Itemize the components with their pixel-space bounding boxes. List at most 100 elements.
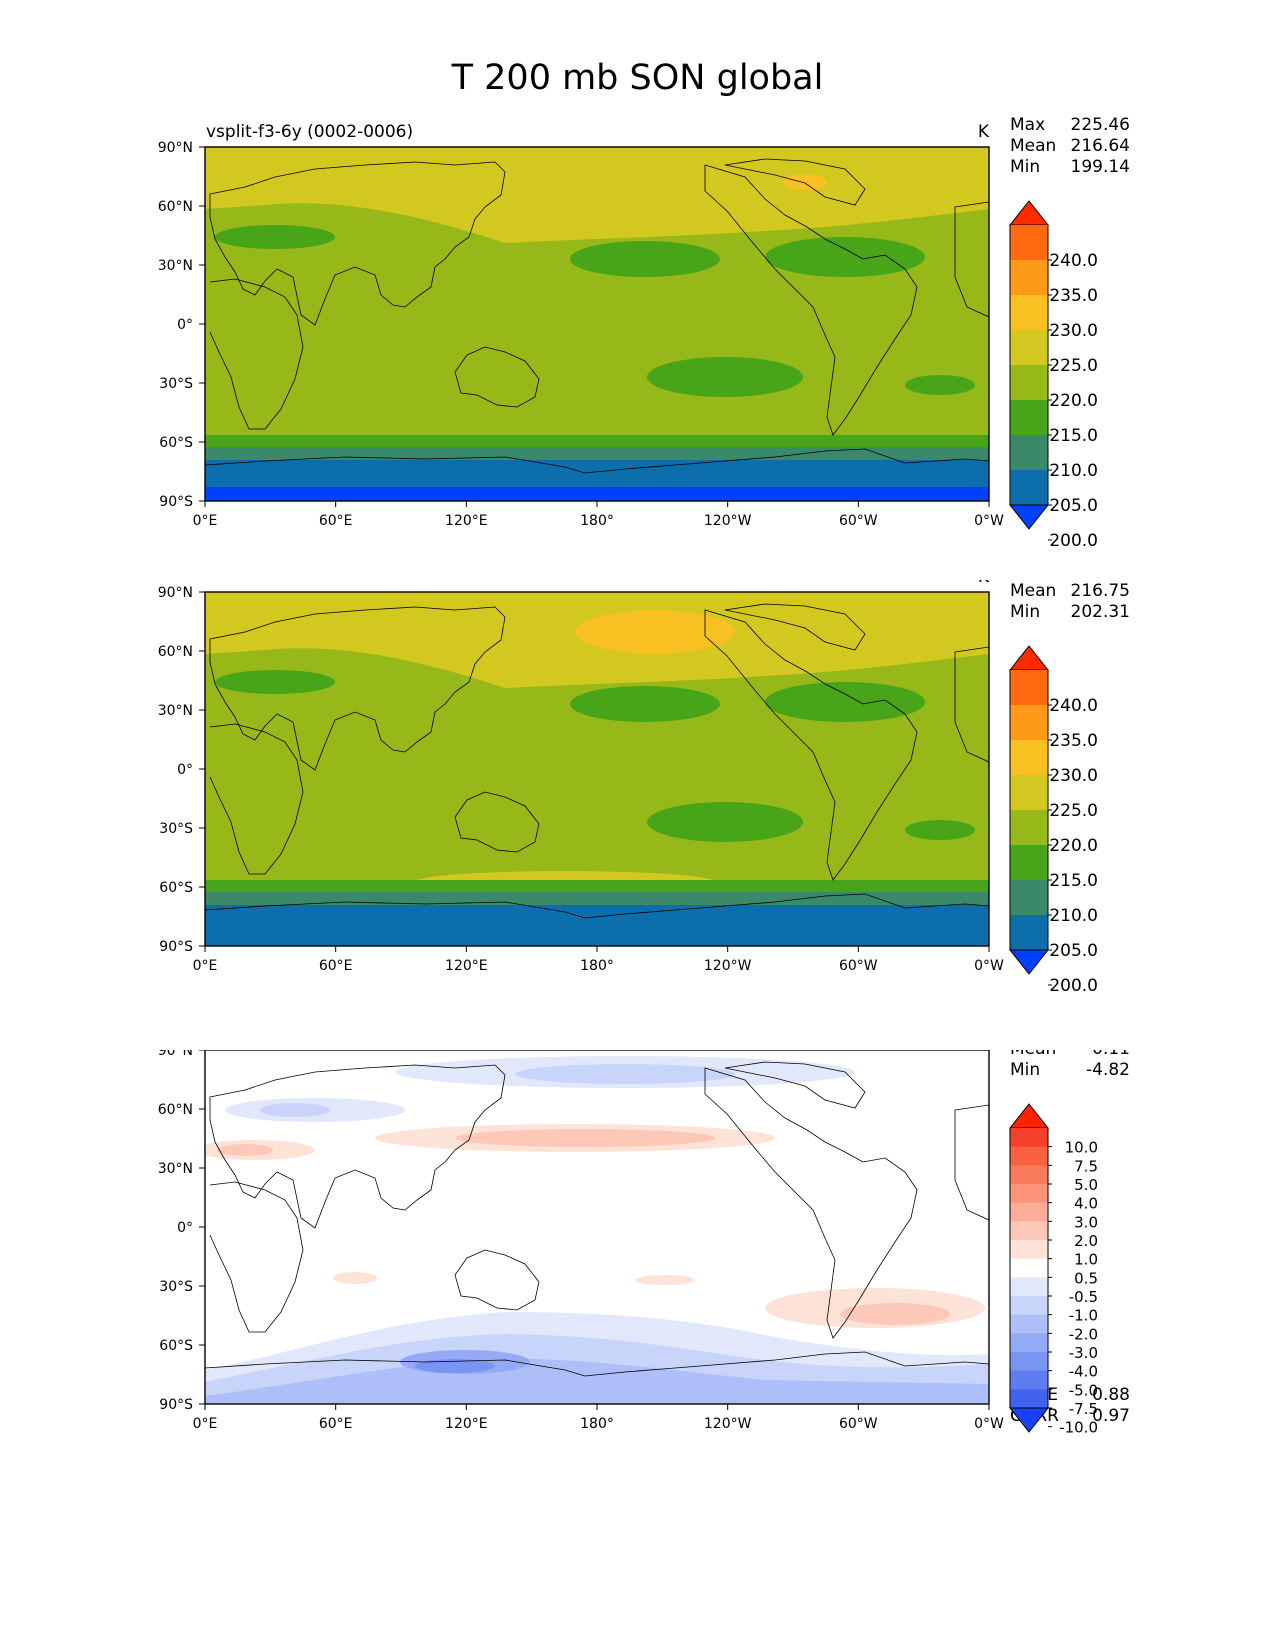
- colorbar-swatch: [1010, 225, 1048, 261]
- y-tick-label: 90°S: [159, 494, 193, 510]
- field-lobe: [765, 237, 925, 277]
- y-tick-label: 0°: [177, 1220, 193, 1236]
- diff-patch-negative: [260, 1103, 330, 1117]
- colorbar-swatch: [1010, 1333, 1048, 1353]
- x-tick-label: 120°W: [704, 1416, 752, 1432]
- colorbar-label: 4.0: [1074, 1195, 1098, 1213]
- colorbar-swatch: [1010, 470, 1048, 506]
- y-tick-label: 60°N: [158, 199, 193, 215]
- y-tick-label: 30°S: [159, 1279, 193, 1295]
- coastline: [205, 448, 989, 474]
- x-tick-label: 60°W: [839, 1416, 878, 1432]
- field-lobe: [905, 820, 975, 840]
- colorbar-swatch: [1010, 880, 1048, 916]
- x-tick-label: 0°W: [974, 1416, 1004, 1432]
- colorbar-label: -7.5: [1069, 1400, 1098, 1418]
- colorbar-extend-min: [1008, 949, 1050, 975]
- y-tick-label: 30°N: [158, 1161, 193, 1177]
- colorbar-label: -0.5: [1069, 1288, 1098, 1306]
- model-colorbar: 240.0 235.0 230.0 225.0 220.0 215.0 210.0 205.0…: [1008, 200, 1098, 551]
- colorbar-swatch: [1010, 1146, 1048, 1166]
- field-warm-patch: [575, 610, 735, 654]
- colorbar-extend-max: [1008, 200, 1050, 226]
- observation-colorbar: 240.0 235.0 230.0 225.0 220.0 215.0 210.0 205.0…: [1008, 645, 1098, 996]
- colorbar-swatch: [1010, 1370, 1048, 1390]
- colorbar-swatch: [1010, 915, 1048, 951]
- x-tick-label: 120°E: [445, 1416, 488, 1432]
- colorbar-label: 230.0: [1049, 321, 1098, 341]
- y-tick-label: 60°N: [158, 644, 193, 660]
- colorbar-label: 230.0: [1049, 766, 1098, 786]
- colorbar-label: 3.0: [1074, 1213, 1098, 1231]
- y-tick-label: 0°: [177, 762, 193, 778]
- panel-model: vsplit-f3-6y (0002-0006) K Max 225.46 Mean 21…: [158, 115, 1130, 551]
- y-tick-label: 30°N: [158, 703, 193, 719]
- coastline: [209, 1064, 506, 1229]
- coastline: [724, 1061, 866, 1109]
- colorbar-swatch: [1010, 1389, 1048, 1409]
- field-lobe: [647, 357, 803, 397]
- colorbar-label: 215.0: [1049, 426, 1098, 446]
- y-tick-label: 30°N: [158, 258, 193, 274]
- colorbar-swatch: [1010, 845, 1048, 881]
- colorbar-swatch: [1010, 1128, 1048, 1148]
- coastline: [704, 164, 918, 436]
- x-tick-label: 0°E: [193, 958, 218, 974]
- colorbar-swatch: [1010, 260, 1048, 296]
- coastline: [209, 278, 304, 430]
- panel-difference: Model - ObservationMax2.11Mean-0.11Min-4…: [158, 1050, 1130, 1437]
- metric-value: 0.88: [1092, 1385, 1130, 1405]
- colorbar-label: 200.0: [1049, 976, 1098, 996]
- y-tick-label: 60°S: [159, 435, 193, 451]
- coastline: [205, 893, 989, 919]
- colorbar-label: 200.0: [1049, 531, 1098, 551]
- colorbar-swatch: [1010, 775, 1048, 811]
- colorbar-label: 1.0: [1074, 1251, 1098, 1269]
- stat-label: Max: [1010, 115, 1045, 135]
- metric-value: 0.97: [1092, 1406, 1130, 1426]
- field-lobe: [215, 225, 335, 249]
- y-tick-label: 60°S: [159, 1338, 193, 1354]
- coastline: [954, 646, 989, 763]
- colorbar-label: -3.0: [1069, 1344, 1098, 1362]
- x-tick-label: 0°E: [193, 513, 218, 529]
- units-label: K: [978, 122, 990, 142]
- coastline: [454, 346, 540, 408]
- colorbar-label: 5.0: [1074, 1176, 1098, 1194]
- diff-patch-positive: [455, 1129, 715, 1147]
- y-tick-label: 30°S: [159, 376, 193, 392]
- coastline: [954, 201, 989, 318]
- x-tick-label: 180°: [580, 1416, 614, 1432]
- x-tick-label: 120°W: [704, 958, 752, 974]
- colorbar-label: 205.0: [1049, 941, 1098, 961]
- stat-value: -4.82: [1086, 1060, 1130, 1080]
- colorbar-swatch: [1010, 670, 1048, 706]
- colorbar-swatch: [1010, 1240, 1048, 1260]
- colorbar-swatch: [1010, 705, 1048, 741]
- field-lobe: [647, 802, 803, 842]
- field-band-south: [205, 905, 989, 946]
- x-tick-label: 120°E: [445, 958, 488, 974]
- field-warm-patch: [783, 174, 827, 190]
- colorbar-label: 225.0: [1049, 356, 1098, 376]
- colorbar-label: -2.0: [1069, 1325, 1098, 1343]
- y-tick-label: 90°S: [159, 1397, 193, 1413]
- colorbar-label: -10.0: [1059, 1419, 1098, 1437]
- y-tick-label: 90°S: [159, 939, 193, 955]
- colorbar-swatch: [1010, 1184, 1048, 1204]
- x-tick-label: 60°E: [319, 958, 353, 974]
- x-tick-label: 60°W: [839, 958, 878, 974]
- x-tick-label: 60°W: [839, 513, 878, 529]
- coastline: [209, 606, 506, 771]
- colorbar-swatch: [1010, 1258, 1048, 1278]
- colorbar-label: 220.0: [1049, 391, 1098, 411]
- colorbar-label: -4.0: [1069, 1363, 1098, 1381]
- colorbar-label: 220.0: [1049, 836, 1098, 856]
- colorbar-label: 0.5: [1074, 1269, 1098, 1287]
- stat-value: 216.75: [1071, 581, 1130, 601]
- diff-patch-positive: [217, 1144, 273, 1156]
- colorbar-swatch: [1010, 1277, 1048, 1297]
- y-tick-label: 0°: [177, 317, 193, 333]
- x-tick-label: 0°E: [193, 1416, 218, 1432]
